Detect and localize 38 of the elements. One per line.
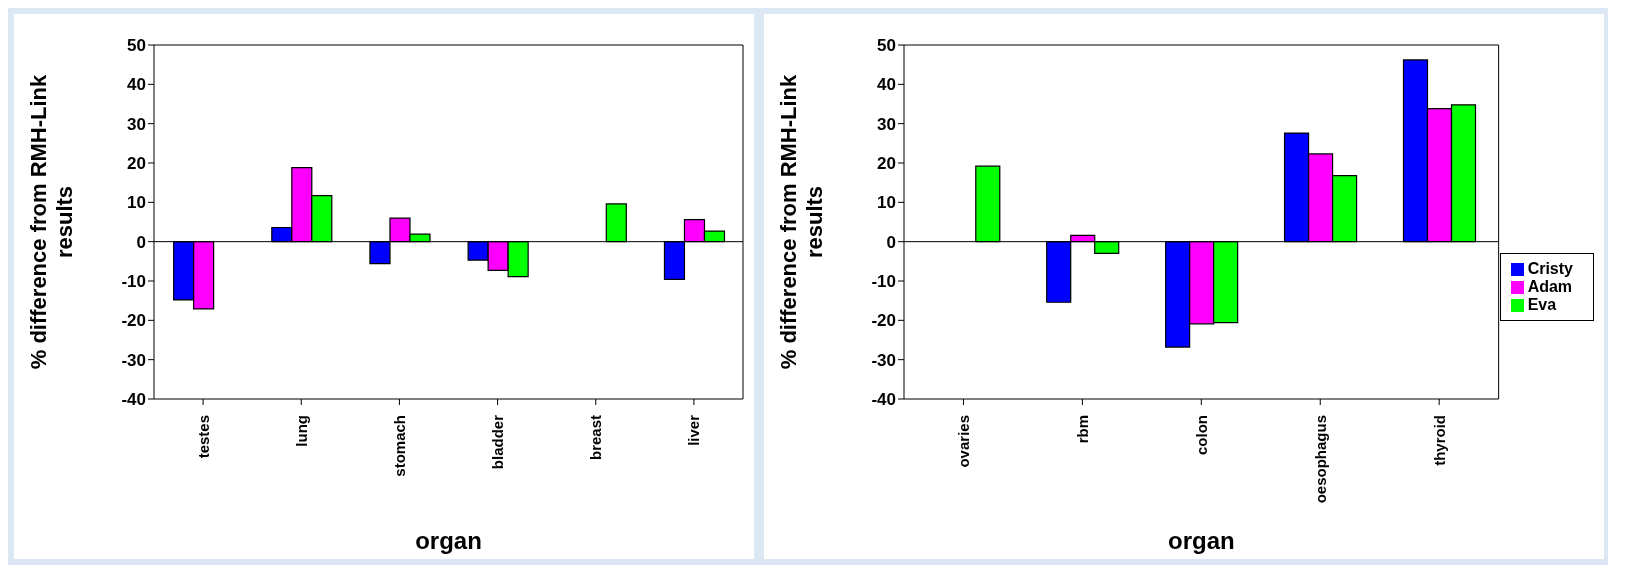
x-tick-label: bladder [489,414,507,470]
x-tick-label: thyroid [1430,415,1448,466]
y-tick-label: 40 [877,75,896,95]
y-tick-label: -20 [121,311,146,331]
y-tick-label: 10 [877,193,896,213]
y-axis-title: % difference from RMH-Link results [26,73,77,370]
y-tick-label: 50 [877,36,896,56]
y-tick-label: 20 [877,154,896,174]
x-tick-label: stomach [390,415,408,477]
y-tick-label: 40 [127,75,146,95]
y-tick-label: -20 [871,311,896,331]
legend-label: Cristy [1527,259,1573,277]
x-tick-label: liver [685,414,703,446]
y-axis-title: % difference from RMH-Link results [776,73,827,370]
y-tick-label: 20 [127,154,146,174]
y-tick-label: -10 [121,272,146,292]
x-tick-label: lung [292,415,310,447]
y-tick-label: -40 [871,390,896,410]
y-tick-label: 0 [136,232,146,252]
y-tick-label: 30 [127,114,146,134]
y-tick-label: -30 [121,350,146,370]
y-tick-label: -40 [121,390,146,410]
x-axis-title: organ [1167,527,1235,554]
legend-label: Eva [1527,295,1557,313]
x-tick-label: breast [587,415,605,461]
x-tick-label: testes [194,415,212,459]
legend-label: Adam [1527,277,1573,295]
y-tick-label: 50 [127,36,146,56]
x-tick-label: ovaries [954,415,972,468]
x-tick-label: colon [1192,415,1210,455]
x-tick-label: oesophagus [1311,415,1329,504]
y-tick-label: 0 [886,232,896,252]
x-tick-label: rbm [1073,415,1091,444]
y-tick-label: 10 [127,193,146,213]
y-tick-label: -10 [871,272,896,292]
y-tick-label: -30 [871,350,896,370]
x-axis-title: organ [415,527,482,554]
y-tick-label: 30 [877,114,896,134]
